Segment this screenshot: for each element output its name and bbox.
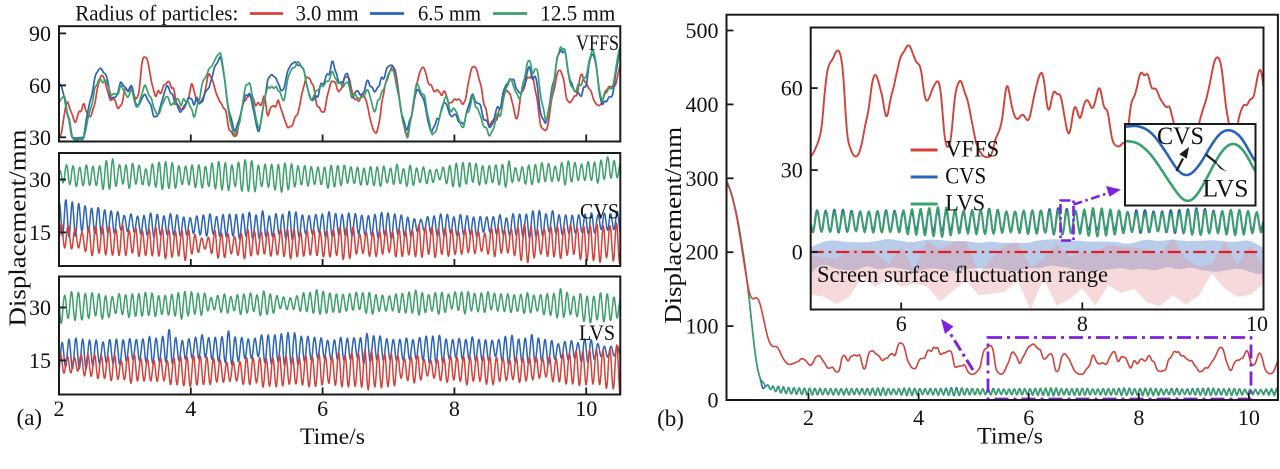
svg-text:3.0 mm: 3.0 mm [296, 1, 359, 26]
svg-text:2: 2 [54, 396, 65, 421]
svg-text:10: 10 [1246, 311, 1268, 336]
svg-text:90: 90 [29, 21, 51, 46]
svg-text:0: 0 [792, 240, 803, 265]
svg-text:(b): (b) [657, 406, 684, 431]
svg-text:(a): (a) [17, 405, 43, 430]
svg-text:VFFS: VFFS [576, 30, 619, 55]
svg-text:LVS: LVS [1203, 176, 1249, 203]
svg-text:VFFS: VFFS [945, 137, 999, 162]
svg-text:Screen surface fluctuation ran: Screen surface fluctuation range [817, 262, 1108, 287]
svg-text:2: 2 [803, 405, 814, 430]
svg-text:6: 6 [1023, 405, 1034, 430]
svg-text:400: 400 [686, 92, 719, 117]
svg-text:6: 6 [896, 311, 907, 336]
svg-text:15: 15 [29, 220, 51, 245]
svg-text:60: 60 [29, 73, 51, 98]
svg-text:LVS: LVS [579, 320, 615, 345]
svg-text:60: 60 [781, 76, 803, 101]
svg-text:300: 300 [686, 166, 719, 191]
svg-text:10: 10 [1238, 405, 1260, 430]
svg-text:8: 8 [449, 396, 460, 421]
svg-text:500: 500 [686, 18, 719, 43]
svg-text:CVS: CVS [580, 199, 619, 224]
svg-text:Time/s: Time/s [977, 424, 1043, 449]
svg-text:CVS: CVS [1157, 123, 1204, 150]
svg-text:Time/s: Time/s [300, 424, 365, 449]
svg-text:10: 10 [575, 396, 597, 421]
svg-text:15: 15 [29, 348, 51, 373]
svg-text:6.5 mm: 6.5 mm [418, 1, 481, 26]
svg-text:30: 30 [29, 125, 51, 150]
svg-text:30: 30 [781, 158, 803, 183]
svg-text:LVS: LVS [945, 191, 985, 216]
svg-text:Displacement/mm: Displacement/mm [6, 129, 32, 326]
svg-text:200: 200 [686, 240, 719, 265]
svg-text:8: 8 [1077, 311, 1088, 336]
svg-text:6: 6 [317, 396, 328, 421]
svg-text:30: 30 [29, 167, 51, 192]
svg-text:4: 4 [913, 405, 924, 430]
svg-text:100: 100 [686, 314, 719, 339]
svg-text:4: 4 [185, 396, 196, 421]
svg-text:0: 0 [708, 388, 719, 413]
svg-text:Displacement/mm: Displacement/mm [661, 126, 687, 323]
svg-text:Radius of particles:: Radius of particles: [75, 1, 238, 26]
svg-text:12.5 mm: 12.5 mm [540, 1, 615, 26]
svg-text:CVS: CVS [945, 164, 986, 189]
svg-text:30: 30 [29, 295, 51, 320]
svg-text:8: 8 [1133, 405, 1144, 430]
